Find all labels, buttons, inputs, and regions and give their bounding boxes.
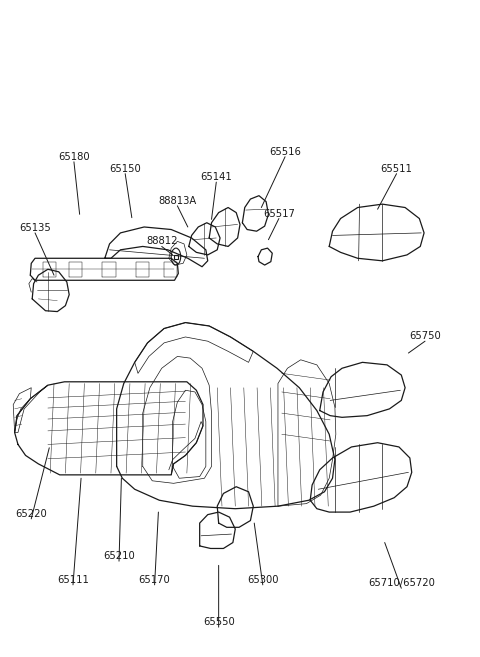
- Text: 88812: 88812: [146, 237, 178, 246]
- Text: 65516: 65516: [269, 147, 301, 157]
- Text: 65135: 65135: [19, 223, 51, 233]
- Text: 65550: 65550: [203, 617, 235, 627]
- Text: 65220: 65220: [15, 509, 47, 519]
- Text: 65750: 65750: [409, 331, 441, 341]
- Text: 65517: 65517: [263, 208, 295, 219]
- Text: 65511: 65511: [381, 164, 412, 173]
- Text: 65300: 65300: [247, 575, 278, 585]
- Text: 65210: 65210: [103, 551, 135, 561]
- Text: 65150: 65150: [109, 164, 141, 173]
- Text: 65141: 65141: [201, 172, 232, 182]
- Text: 65111: 65111: [57, 575, 89, 585]
- Text: 65180: 65180: [58, 152, 90, 162]
- Text: 88813A: 88813A: [158, 196, 196, 206]
- Text: 65710/65720: 65710/65720: [368, 578, 435, 588]
- Text: 65170: 65170: [139, 575, 170, 585]
